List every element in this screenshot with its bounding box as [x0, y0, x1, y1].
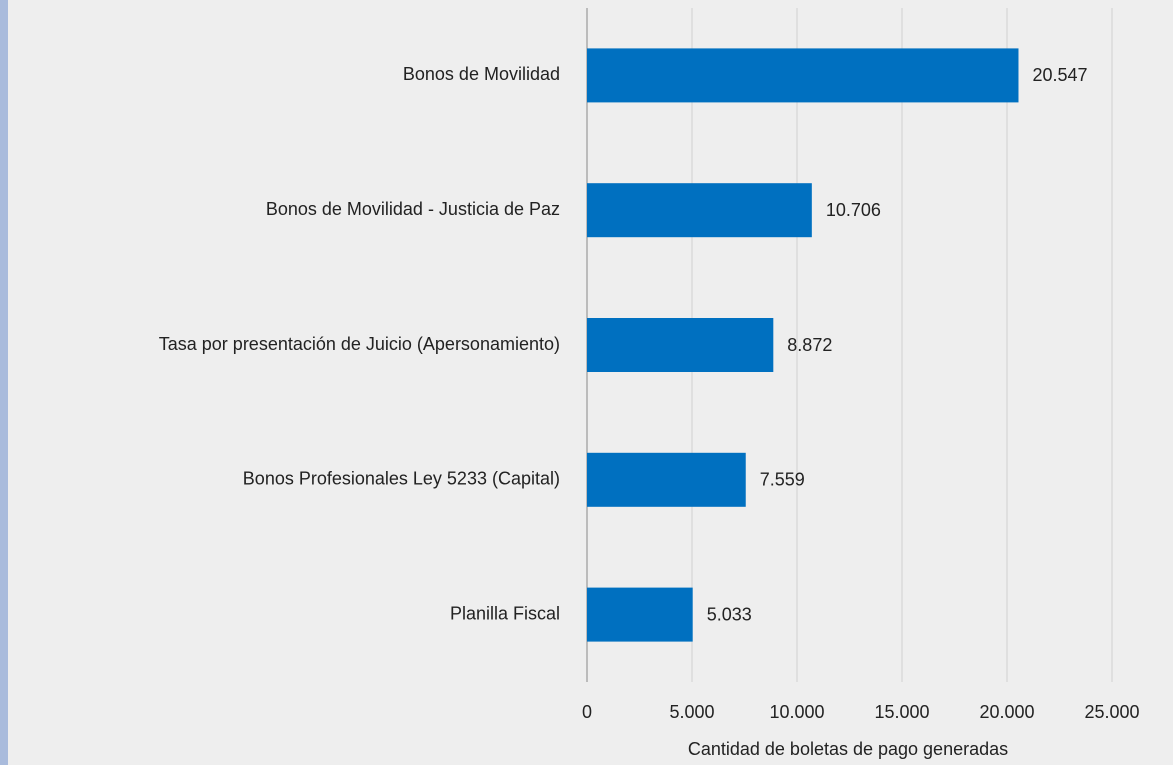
bar	[587, 183, 812, 238]
data-label: 7.559	[760, 470, 805, 490]
bar	[587, 48, 1019, 103]
y-tick-label: Tasa por presentación de Juicio (Aperson…	[159, 334, 560, 354]
y-tick-label: Bonos Profesionales Ley 5233 (Capital)	[243, 469, 560, 489]
y-tick-label: Bonos de Movilidad	[403, 64, 560, 84]
data-label: 5.033	[707, 604, 752, 624]
x-axis-title: Cantidad de boletas de pago generadas	[688, 739, 1008, 759]
side-strip	[0, 0, 8, 765]
data-label: 20.547	[1032, 65, 1087, 85]
x-tick-label: 15.000	[874, 702, 929, 722]
bar	[587, 452, 746, 507]
x-tick-label: 25.000	[1084, 702, 1139, 722]
y-tick-label: Bonos de Movilidad - Justicia de Paz	[266, 199, 560, 219]
data-label: 8.872	[787, 335, 832, 355]
y-tick-label: Planilla Fiscal	[450, 603, 560, 623]
x-tick-label: 20.000	[979, 702, 1034, 722]
x-tick-label: 0	[582, 702, 592, 722]
data-label: 10.706	[826, 200, 881, 220]
x-tick-label: 5.000	[669, 702, 714, 722]
bar	[587, 587, 693, 642]
bar	[587, 318, 774, 372]
x-tick-label: 10.000	[769, 702, 824, 722]
